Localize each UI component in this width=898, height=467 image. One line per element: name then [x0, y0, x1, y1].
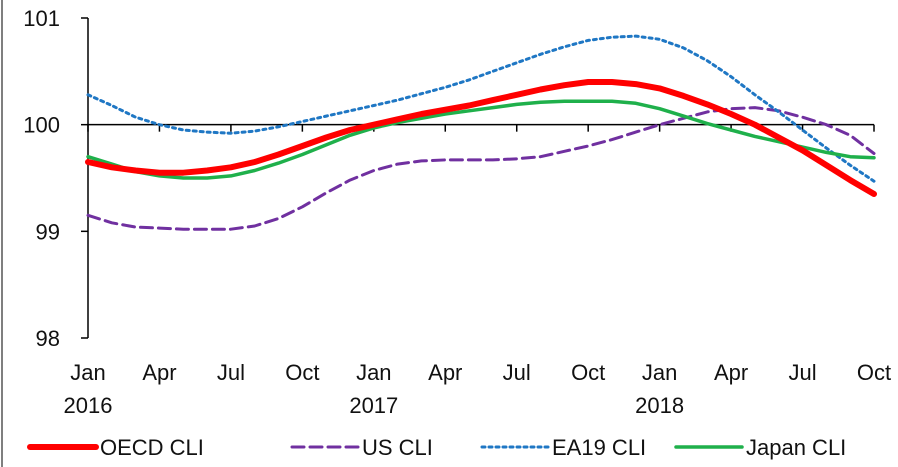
x-tick-year-label: 2016: [64, 393, 113, 418]
legend-label: US CLI: [362, 435, 433, 460]
series-line-ea19-cli: [86, 34, 876, 183]
x-tick-label: Apr: [142, 360, 176, 385]
x-tick-year-label: 2018: [635, 393, 684, 418]
series-line-japan-cli: [86, 99, 876, 180]
x-tick-label: Jan: [70, 360, 105, 385]
y-tick-label: 99: [36, 219, 60, 244]
x-tick-label: Apr: [428, 360, 462, 385]
x-tick-label: Oct: [857, 360, 891, 385]
x-tick-label: Jul: [788, 360, 816, 385]
x-tick-label: Jul: [217, 360, 245, 385]
legend-label: EA19 CLI: [552, 435, 646, 460]
legend-label: Japan CLI: [746, 435, 846, 460]
x-tick-label: Oct: [285, 360, 319, 385]
x-tick-label: Oct: [571, 360, 605, 385]
series-line-oecd-cli: [85, 79, 877, 197]
x-tick-label: Jul: [503, 360, 531, 385]
y-tick-label: 100: [23, 113, 60, 138]
legend-label: OECD CLI: [100, 435, 204, 460]
x-tick-year-label: 2017: [349, 393, 398, 418]
x-tick-label: Jan: [642, 360, 677, 385]
x-tick-label: Jan: [356, 360, 391, 385]
series-line-us-cli: [86, 106, 876, 231]
x-tick-label: Apr: [714, 360, 748, 385]
y-tick-label: 101: [23, 6, 60, 31]
y-tick-label: 98: [36, 326, 60, 351]
